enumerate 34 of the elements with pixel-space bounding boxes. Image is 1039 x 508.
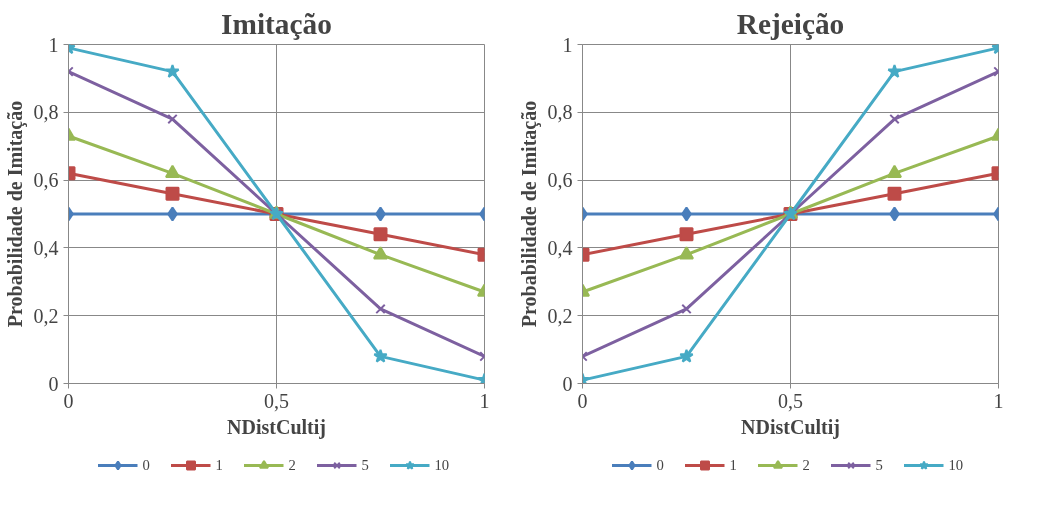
legend-label: 0: [142, 456, 151, 474]
x-axis-title: NDistCultij: [227, 415, 326, 439]
y-tick-label: 0,2: [33, 304, 59, 327]
y-tick-label: 0,4: [33, 236, 59, 259]
x-tick-label: 1: [479, 389, 490, 412]
legend-label: 2: [288, 456, 297, 474]
y-tick-label: 0,6: [547, 169, 573, 192]
y-tick-label: 0: [562, 372, 573, 395]
x-tick-label: 0: [63, 389, 74, 412]
legend-label: 2: [802, 456, 811, 474]
x-tick-label: 0,5: [264, 389, 289, 412]
chart-title: Imitação: [221, 7, 332, 40]
legend-label: 5: [361, 456, 370, 474]
legend-label: 1: [215, 456, 224, 474]
legend-label: 1: [729, 456, 738, 474]
x-axis-title: NDistCultij: [741, 415, 840, 439]
y-axis-title: Probabilidade de Imitação: [517, 100, 541, 328]
x-tick-label: 1: [993, 389, 1004, 412]
y-tick-label: 0: [48, 372, 59, 395]
y-tick-label: 0,8: [547, 101, 573, 124]
legend-label: 10: [434, 456, 451, 474]
x-tick-label: 0,5: [778, 389, 803, 412]
x-tick-label: 0: [577, 389, 588, 412]
y-axis-title: Probabilidade de Imitação: [3, 100, 27, 328]
y-tick-label: 0,8: [33, 101, 59, 124]
legend-label: 0: [656, 456, 665, 474]
y-tick-label: 1: [562, 33, 573, 56]
y-tick-label: 1: [48, 33, 59, 56]
legend-label: 10: [948, 456, 965, 474]
chart-title: Rejeição: [736, 7, 845, 40]
y-tick-label: 0,6: [33, 169, 59, 192]
y-tick-label: 0,4: [547, 236, 573, 259]
y-tick-label: 0,2: [547, 304, 573, 327]
legend-label: 5: [875, 456, 884, 474]
